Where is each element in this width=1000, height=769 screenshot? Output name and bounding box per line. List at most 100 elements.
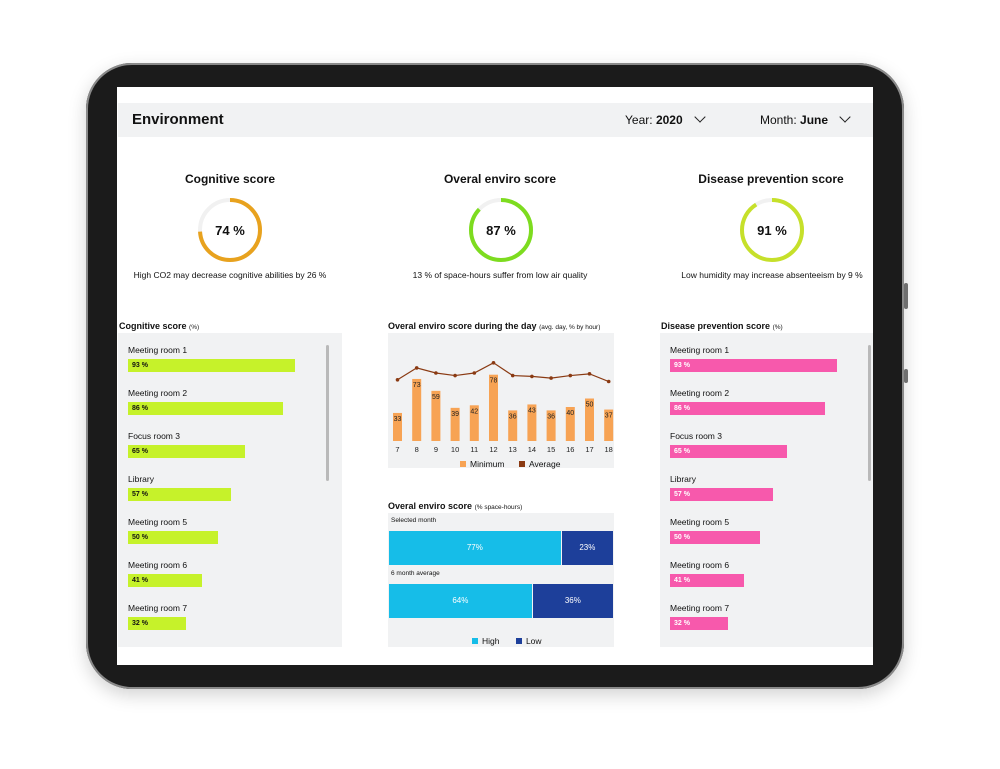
enviro-score-gauge — [469, 198, 533, 262]
stacked-bar-selected-month: 77% 23% — [389, 531, 613, 565]
bar-value-label: 36 — [509, 413, 517, 420]
disease-prevention-panel[interactable]: Meeting room 1 93 % Meeting room 2 86 % Focu… — [660, 333, 873, 647]
cog-room-name: Meeting room 6 — [128, 560, 188, 570]
minimum-bar — [546, 410, 556, 441]
year-label: Year: — [625, 113, 653, 127]
bar-value-label: 59 — [432, 394, 440, 401]
x-tick-label: 8 — [415, 445, 419, 454]
month-label: Month: — [760, 113, 797, 127]
cog-room-name: Library — [128, 474, 154, 484]
cognitive-panel-title: Cognitive score (%) — [119, 321, 200, 331]
cog-room-name: Meeting room 2 — [128, 388, 188, 398]
average-point — [453, 373, 457, 378]
disease-panel-title: Disease prevention score (%) — [661, 321, 783, 331]
tablet-side-button — [904, 283, 908, 309]
average-point — [549, 376, 553, 380]
average-point — [491, 361, 496, 365]
disease-score-title: Disease prevention score — [698, 172, 844, 186]
x-tick-label: 10 — [451, 445, 459, 454]
minimum-bar — [412, 378, 422, 441]
stacked-segment-high: 64% — [389, 584, 532, 618]
space-hours-legend: High Low — [472, 631, 542, 649]
average-point — [414, 366, 419, 370]
legend-average: Average — [518, 459, 560, 469]
x-tick-label: 14 — [528, 445, 536, 454]
day-chart-legend: Minimum Average — [460, 454, 560, 472]
cognitive-score-panel[interactable]: Meeting room 1 93 % Meeting room 2 86 % Focu… — [118, 333, 342, 647]
tablet-side-button — [904, 369, 908, 383]
minimum-bar — [565, 407, 575, 441]
enviro-score-note: 13 % of space-hours suffer from low air … — [412, 270, 588, 280]
panel-scrollbar[interactable] — [326, 345, 329, 481]
dis-room-bar: 57 % — [670, 488, 773, 501]
dis-room-bar: 50 % — [670, 531, 760, 544]
dis-room-bar: 65 % — [670, 445, 787, 458]
gauge-arc — [469, 198, 533, 262]
cog-room-name: Meeting room 7 — [128, 603, 188, 613]
bar-value-label: 43 — [528, 407, 536, 414]
legend-swatch — [515, 638, 522, 644]
average-point — [510, 373, 515, 378]
year-selector[interactable]: Year: 2020 — [625, 111, 706, 127]
average-point — [587, 372, 592, 376]
dis-room-name: Meeting room 6 — [670, 560, 730, 570]
bar-value-label: 78 — [490, 378, 498, 385]
dis-room-name: Focus room 3 — [670, 431, 722, 441]
minimum-bar — [450, 407, 460, 441]
average-point — [530, 374, 534, 379]
minimum-bar — [489, 374, 498, 441]
cog-room-name: Meeting room 5 — [128, 517, 188, 527]
dis-room-bar: 93 % — [670, 359, 838, 372]
dis-room-bar: 86 % — [670, 402, 825, 415]
average-line — [397, 362, 609, 383]
x-tick-label: 13 — [509, 445, 517, 454]
cog-room-bar: 41 % — [128, 574, 202, 587]
cog-room-name: Focus room 3 — [128, 431, 180, 441]
bar-value-label: 40 — [566, 410, 574, 417]
bar-value-label: 42 — [470, 408, 478, 415]
year-value: 2020 — [655, 113, 683, 127]
bar-value-label: 39 — [451, 411, 459, 418]
bar-value-label: 36 — [547, 413, 555, 420]
cog-room-bar: 86 % — [128, 402, 283, 415]
minimum-bar — [431, 390, 441, 441]
stacked-bar-6-month: 64% 36% — [389, 584, 613, 618]
minimum-bar — [604, 409, 614, 441]
tablet-edge — [86, 63, 904, 689]
average-point — [434, 371, 438, 375]
legend-swatch — [460, 461, 466, 467]
dis-room-name: Meeting room 5 — [670, 517, 730, 527]
legend-high: High — [472, 636, 499, 646]
x-tick-label: 17 — [585, 445, 593, 454]
x-tick-label: 7 — [395, 445, 399, 454]
cognitive-score-title: Cognitive score — [184, 172, 276, 186]
gauge-arc — [198, 198, 262, 262]
x-tick-label: 11 — [470, 445, 478, 454]
stacked-segment-low: 23% — [560, 531, 613, 565]
stacked-segment-low: 36% — [531, 584, 613, 618]
panel-scrollbar[interactable] — [868, 345, 871, 481]
minimum-bar — [393, 412, 402, 441]
tablet-frame: Environment Year: 2020 Month: June Cogni… — [86, 63, 908, 689]
cognitive-score-value: 74 % — [215, 223, 245, 238]
month-selector[interactable]: Month: June — [760, 111, 852, 127]
chevron-down-icon — [694, 111, 706, 123]
page-title: Environment — [132, 111, 224, 128]
x-tick-label: 15 — [547, 445, 555, 454]
bar-value-label: 33 — [394, 416, 402, 423]
space-hours-chart: Selected month 77% 23% 6 month average 64… — [388, 513, 614, 647]
minimum-bar — [527, 404, 537, 441]
legend-minimum: Minimum — [460, 459, 504, 469]
disease-score-value: 91 % — [757, 223, 787, 238]
x-tick-label: 16 — [566, 445, 574, 454]
bar-value-label: 73 — [413, 382, 421, 389]
minimum-bar — [508, 410, 518, 441]
cognitive-score-gauge — [198, 198, 262, 262]
disease-score-note: Low humidity may increase absenteeism by… — [681, 270, 863, 280]
enviro-score-value: 87 % — [486, 223, 516, 238]
x-tick-label: 18 — [605, 445, 613, 454]
month-value: June — [800, 113, 829, 127]
bar-value-label: 50 — [586, 402, 594, 409]
space-hours-title: Overal enviro score (% space-hours) — [388, 501, 523, 511]
day-chart: 33 7 73 8 59 9 39 10 42 11 78 12 36 13 43 14 36 15 40 16 50 1… — [388, 333, 614, 468]
